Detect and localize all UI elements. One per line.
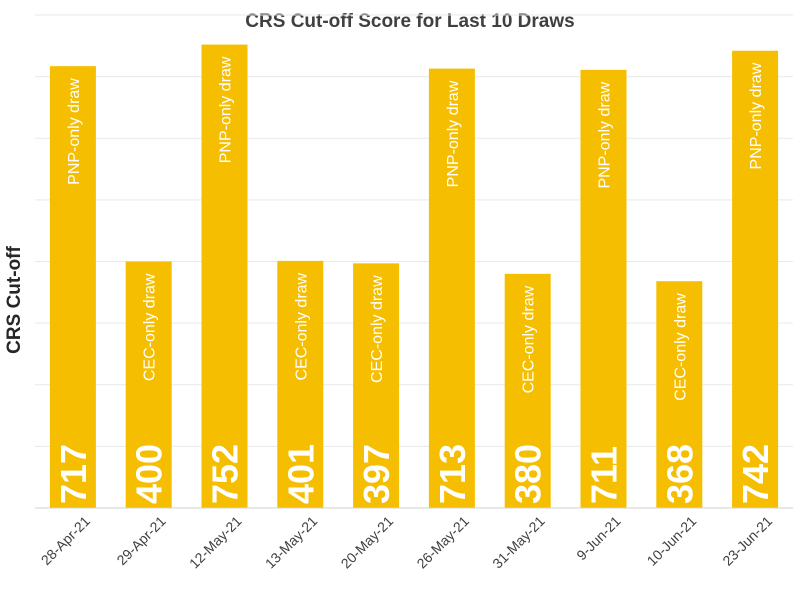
bar — [201, 44, 248, 508]
x-tick-label: 9-Jun-21 — [573, 513, 624, 564]
bar-annotation: CEC-only draw — [672, 293, 689, 401]
x-tick-label: 12-May-21 — [186, 513, 245, 572]
data-label: 368 — [659, 444, 700, 504]
bar-annotation: CEC-only draw — [142, 273, 159, 381]
bar-annotation: PNP-only draw — [445, 80, 462, 187]
bar-annotation: PNP-only draw — [66, 78, 83, 185]
x-tick-label: 13-May-21 — [262, 513, 321, 572]
bars: 717 PNP-only draw 400 CEC-only draw 752 PNP-o… — [49, 44, 779, 509]
bar-annotation: PNP-only draw — [748, 62, 765, 169]
x-tick-label: 26-May-21 — [413, 513, 472, 572]
bar — [428, 68, 475, 509]
x-tick-label: 28-Apr-21 — [38, 513, 93, 568]
bar — [125, 261, 172, 508]
data-label: 711 — [584, 446, 625, 504]
data-label: 713 — [432, 444, 473, 504]
x-tick-label: 23-Jun-21 — [719, 513, 775, 569]
data-label: 397 — [356, 444, 397, 504]
data-label: 400 — [129, 444, 170, 504]
data-label: 752 — [205, 444, 246, 504]
bar-annotation: CEC-only draw — [369, 275, 386, 383]
bar-annotation: CEC-only draw — [293, 272, 310, 380]
bar-annotation: PNP-only draw — [597, 81, 614, 188]
bar — [504, 273, 551, 508]
bar-annotation: CEC-only draw — [521, 285, 538, 393]
y-axis-label: CRS Cut-off — [4, 246, 25, 354]
x-tick-labels: 28-Apr-21 29-Apr-21 12-May-21 13-May-21 20-M… — [38, 513, 776, 572]
data-label: 380 — [508, 444, 549, 504]
bar — [580, 69, 627, 508]
bar — [656, 281, 703, 508]
bar — [732, 50, 779, 509]
bar-annotation: PNP-only draw — [218, 56, 235, 163]
chart-title: CRS Cut-off Score for Last 10 Draws — [245, 11, 574, 32]
data-label: 742 — [735, 444, 776, 504]
x-tick-label: 20-May-21 — [338, 513, 397, 572]
x-tick-label: 31-May-21 — [489, 513, 548, 572]
bar — [49, 66, 96, 509]
data-label: 717 — [53, 444, 94, 504]
x-tick-label: 29-Apr-21 — [113, 513, 168, 568]
data-label: 401 — [280, 444, 321, 504]
bar — [277, 260, 324, 508]
x-tick-label: 10-Jun-21 — [644, 513, 700, 569]
bar — [353, 263, 400, 508]
